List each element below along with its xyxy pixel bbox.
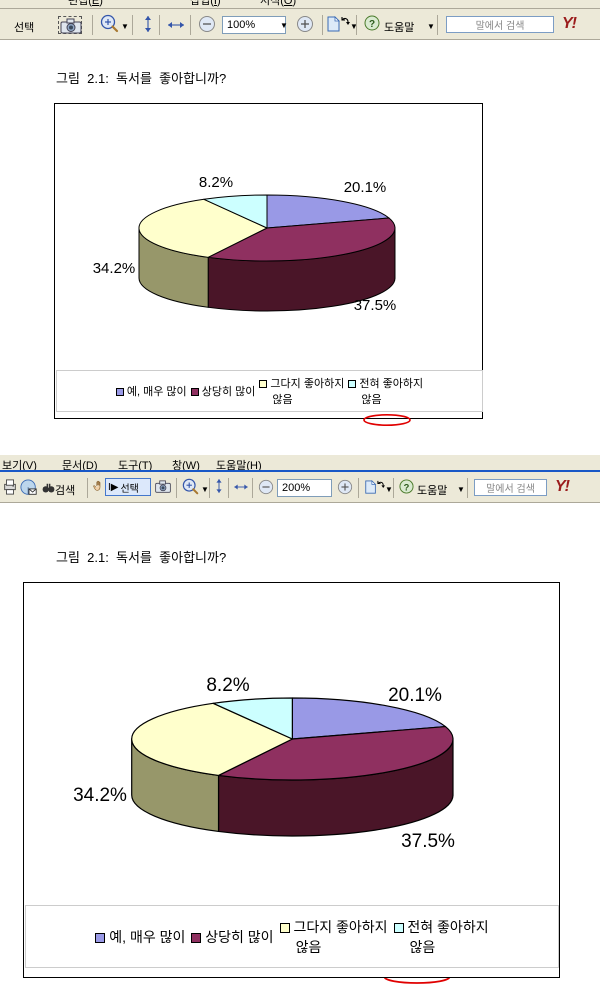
- svg-text:37.5%: 37.5%: [401, 831, 455, 852]
- svg-text:?: ?: [369, 19, 375, 30]
- svg-text:8.2%: 8.2%: [206, 675, 249, 696]
- svg-text:34.2%: 34.2%: [93, 260, 136, 277]
- svg-text:8.2%: 8.2%: [199, 174, 233, 191]
- svg-text:20.1%: 20.1%: [344, 179, 387, 196]
- svg-text:37.5%: 37.5%: [354, 297, 397, 314]
- svg-text:?: ?: [404, 482, 410, 492]
- svg-text:20.1%: 20.1%: [388, 685, 442, 706]
- svg-text:34.2%: 34.2%: [73, 785, 127, 806]
